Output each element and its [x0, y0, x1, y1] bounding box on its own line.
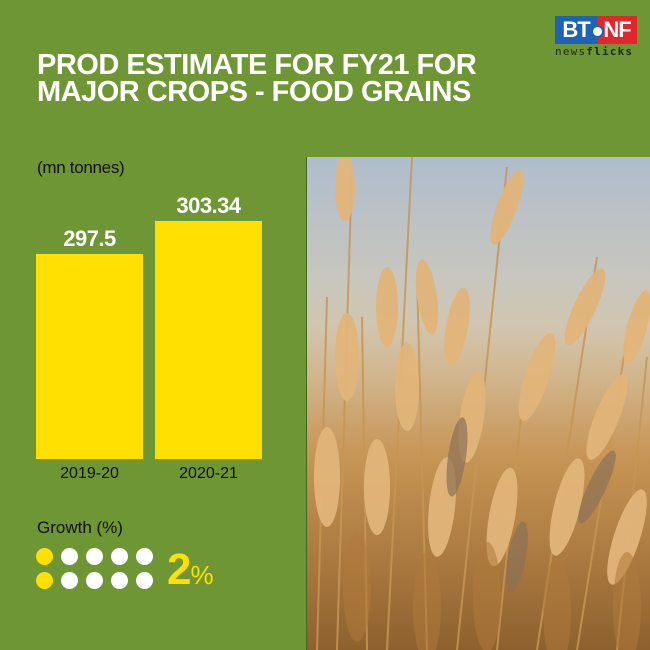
growth-dot-filled [36, 572, 53, 589]
logo-bt-text: BT [562, 17, 590, 42]
growth-dot-empty [136, 572, 153, 589]
growth-dot-empty [61, 572, 78, 589]
globe-icon [591, 25, 604, 38]
chart-title: PROD ESTIMATE FOR FY21 FOR MAJOR CROPS -… [37, 49, 477, 108]
logo-subtitle: newsflicks [555, 45, 637, 58]
wheat-illustration [307, 157, 650, 650]
growth-dot-filled [36, 548, 53, 565]
wheat-field-image [306, 157, 650, 650]
bar-label-2020-21: 2020-21 [179, 465, 238, 482]
growth-dot-empty [111, 572, 128, 589]
growth-dot-grid [36, 548, 153, 589]
growth-dot-empty [136, 548, 153, 565]
growth-value: 2% [167, 548, 214, 597]
logo-nf: NF [597, 16, 637, 44]
brand-logo: BT NF newsflicks [555, 16, 637, 58]
unit-label: (mn tonnes) [37, 158, 125, 177]
logo-boxes: BT NF [555, 16, 637, 44]
logo-subtitle-regular: news [555, 45, 587, 58]
bar-2019-20 [36, 254, 143, 459]
bar-value-2019-20: 297.5 [63, 226, 116, 251]
growth-dot-empty [61, 548, 78, 565]
bar-value-2020-21: 303.34 [176, 193, 241, 218]
bar-2020-21 [155, 221, 262, 459]
growth-label: Growth (%) [37, 518, 123, 537]
logo-bt: BT [555, 16, 604, 44]
growth-dot-empty [111, 548, 128, 565]
bar-label-2019-20: 2019-20 [60, 465, 119, 482]
growth-number: 2 [167, 545, 192, 594]
logo-nf-text: NF [603, 17, 631, 42]
growth-dot-empty [86, 548, 103, 565]
growth-dot-empty [86, 572, 103, 589]
logo-subtitle-bold: flicks [586, 45, 634, 58]
growth-percent-sign: % [190, 560, 214, 590]
